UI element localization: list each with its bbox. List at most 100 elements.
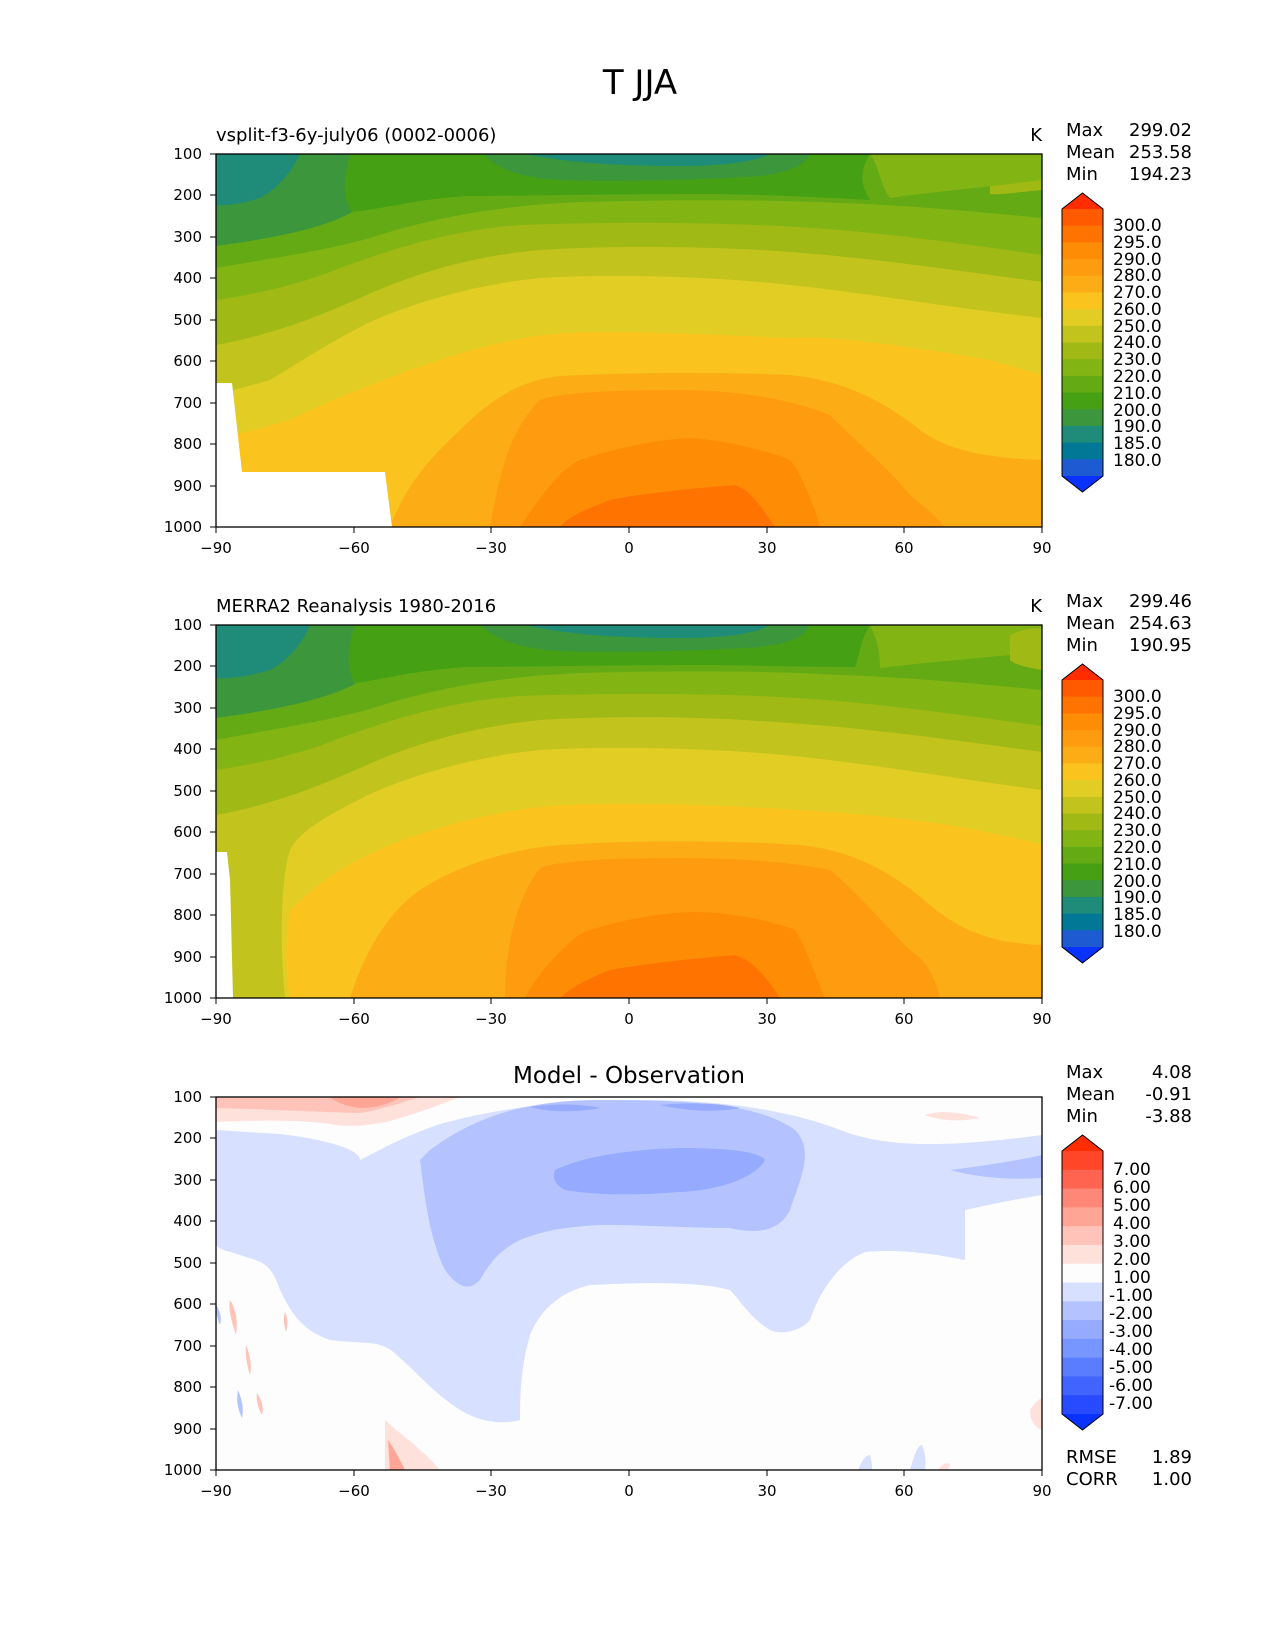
- missing-data-terrain: [216, 383, 392, 527]
- colorbar-label: 210.0: [1113, 384, 1162, 404]
- colorbar-segment: [1062, 1169, 1103, 1190]
- colorbar-extend-max: [1062, 1135, 1103, 1151]
- colorbar-segment: [1062, 896, 1103, 915]
- stat-max-value: 299.46: [1129, 591, 1192, 612]
- contour-band-185-west: [216, 154, 300, 206]
- contour-band-185-top: [525, 625, 770, 638]
- colorbar-label: 200.0: [1113, 872, 1162, 892]
- contour-band-plus-2-patch-3: [256, 1393, 263, 1415]
- y-tick-label: 900: [173, 948, 202, 966]
- stat-mean-value: 253.58: [1129, 142, 1192, 163]
- panel-observation: MERRA2 Reanalysis 1980-2016 K Max 299.46…: [164, 591, 1192, 1028]
- x-tick-label: −60: [338, 1010, 370, 1028]
- contour-band-plus-2-patch-2: [245, 1345, 251, 1375]
- colorbar-segment: [1062, 1320, 1103, 1340]
- colorbar-label: 270.0: [1113, 754, 1162, 774]
- colorbar-label: 220.0: [1113, 838, 1162, 858]
- colorbar-label: 4.00: [1113, 1214, 1151, 1234]
- x-tick-label: 60: [894, 1010, 913, 1028]
- figure-title: T JJA: [602, 63, 677, 103]
- colorbar-segment: [1062, 813, 1103, 831]
- stat-max-value: 299.02: [1129, 120, 1192, 141]
- contour-band-plus-1-south: [938, 1463, 950, 1470]
- colorbar-label: 2.00: [1113, 1250, 1151, 1270]
- colorbar-label: -2.00: [1109, 1304, 1153, 1324]
- contour-band-220-ne: [870, 154, 1042, 198]
- stat-max-value: 4.08: [1152, 1062, 1192, 1083]
- contour-band-minus-2-patch-1: [237, 1390, 243, 1418]
- colorbar-segment: [1062, 1357, 1103, 1378]
- colorbar-label: 180.0: [1113, 922, 1162, 942]
- contour-band-230-ne: [1010, 628, 1042, 670]
- contour-band-plus-3: [330, 1097, 400, 1108]
- y-tick-label: 100: [173, 1088, 202, 1106]
- stat-min-value: 194.23: [1129, 164, 1192, 185]
- colorbar-segment: [1062, 1395, 1103, 1415]
- contour-band-plus-1-sw: [385, 1420, 440, 1470]
- y-tick-label: 200: [173, 1129, 202, 1147]
- contour-band-295: [560, 955, 780, 998]
- panel-model: vsplit-f3-6y-july06 (0002-0006) K Max 29…: [164, 120, 1192, 557]
- x-tick-label: 90: [1032, 1482, 1051, 1500]
- colorbar-extend-max: [1062, 664, 1103, 680]
- x-tick-label: −30: [475, 539, 507, 557]
- colorbar-label: -5.00: [1109, 1358, 1153, 1378]
- contour-band-plus-1-ne: [925, 1112, 980, 1121]
- colorbar-extend-min: [1062, 476, 1103, 492]
- x-tick-label: −30: [475, 1010, 507, 1028]
- stat-mean-value: -0.91: [1145, 1084, 1192, 1105]
- contour-band-185-top: [525, 154, 770, 166]
- colorbar-segment: [1062, 763, 1103, 781]
- panel-3-stats: Max 4.08 Mean -0.91 Min -3.88: [1066, 1062, 1192, 1127]
- stat-max-label: Max: [1066, 591, 1104, 612]
- colorbar-label: -1.00: [1109, 1286, 1153, 1306]
- y-tick-label: 1000: [164, 518, 202, 536]
- colorbar-label: 230.0: [1113, 821, 1162, 841]
- panel-1-field: [216, 154, 1042, 527]
- y-tick-label: 300: [173, 1171, 202, 1189]
- missing-data-terrain: [216, 852, 233, 998]
- x-tick-label: −90: [200, 1482, 232, 1500]
- colorbar-segment: [1062, 275, 1103, 294]
- panel-2-units: K: [1030, 596, 1043, 617]
- colorbar-extend-min: [1062, 1414, 1103, 1430]
- contour-band-minus-2-patch-2: [216, 1305, 221, 1325]
- colorbar-label: 300.0: [1113, 687, 1162, 707]
- x-tick-label: 0: [624, 1482, 634, 1500]
- contour-band-minus-3-top: [530, 1104, 600, 1112]
- stat-min-value: -3.88: [1145, 1106, 1192, 1127]
- stat-max-label: Max: [1066, 120, 1104, 141]
- colorbar-segment: [1062, 1244, 1103, 1265]
- x-tick-label: 90: [1032, 1010, 1051, 1028]
- panel-1-stats: Max 299.02 Mean 253.58 Min 194.23: [1066, 120, 1192, 185]
- colorbar-outline: [1061, 1134, 1104, 1431]
- colorbar-label: 270.0: [1113, 283, 1162, 303]
- x-tick-label: 60: [894, 539, 913, 557]
- colorbar-label: 280.0: [1113, 737, 1162, 757]
- stat-max-label: Max: [1066, 1062, 1104, 1083]
- stat-mean-label: Mean: [1066, 1084, 1115, 1105]
- colorbar-segment: [1062, 863, 1103, 881]
- y-tick-label: 1000: [164, 1461, 202, 1479]
- colorbar-segment: [1062, 309, 1103, 327]
- colorbar-segment: [1062, 425, 1103, 444]
- x-tick-label: 0: [624, 1010, 634, 1028]
- y-tick-label: 200: [173, 186, 202, 204]
- panel-1-y-axis: 100 200 300 400 500 600 700 800 900 1000: [164, 145, 216, 536]
- colorbar-label: 190.0: [1113, 888, 1162, 908]
- colorbar-label: -4.00: [1109, 1340, 1153, 1360]
- colorbar-segment: [1062, 730, 1103, 748]
- contour-band-plus-3-sw: [388, 1440, 405, 1470]
- colorbar-label: 185.0: [1113, 434, 1162, 454]
- colorbar-label: 6.00: [1113, 1178, 1151, 1198]
- colorbar-label: 5.00: [1113, 1196, 1151, 1216]
- contour-band-minus-1-south-2: [910, 1445, 926, 1470]
- colorbar-segment: [1062, 359, 1103, 377]
- colorbar-segment: [1062, 242, 1103, 260]
- y-tick-label: 400: [173, 1212, 202, 1230]
- colorbar-segment: [1062, 392, 1103, 410]
- colorbar-label: 295.0: [1113, 704, 1162, 724]
- panel-2-stats: Max 299.46 Mean 254.63 Min 190.95: [1066, 591, 1192, 656]
- colorbar-extend-min: [1062, 947, 1103, 963]
